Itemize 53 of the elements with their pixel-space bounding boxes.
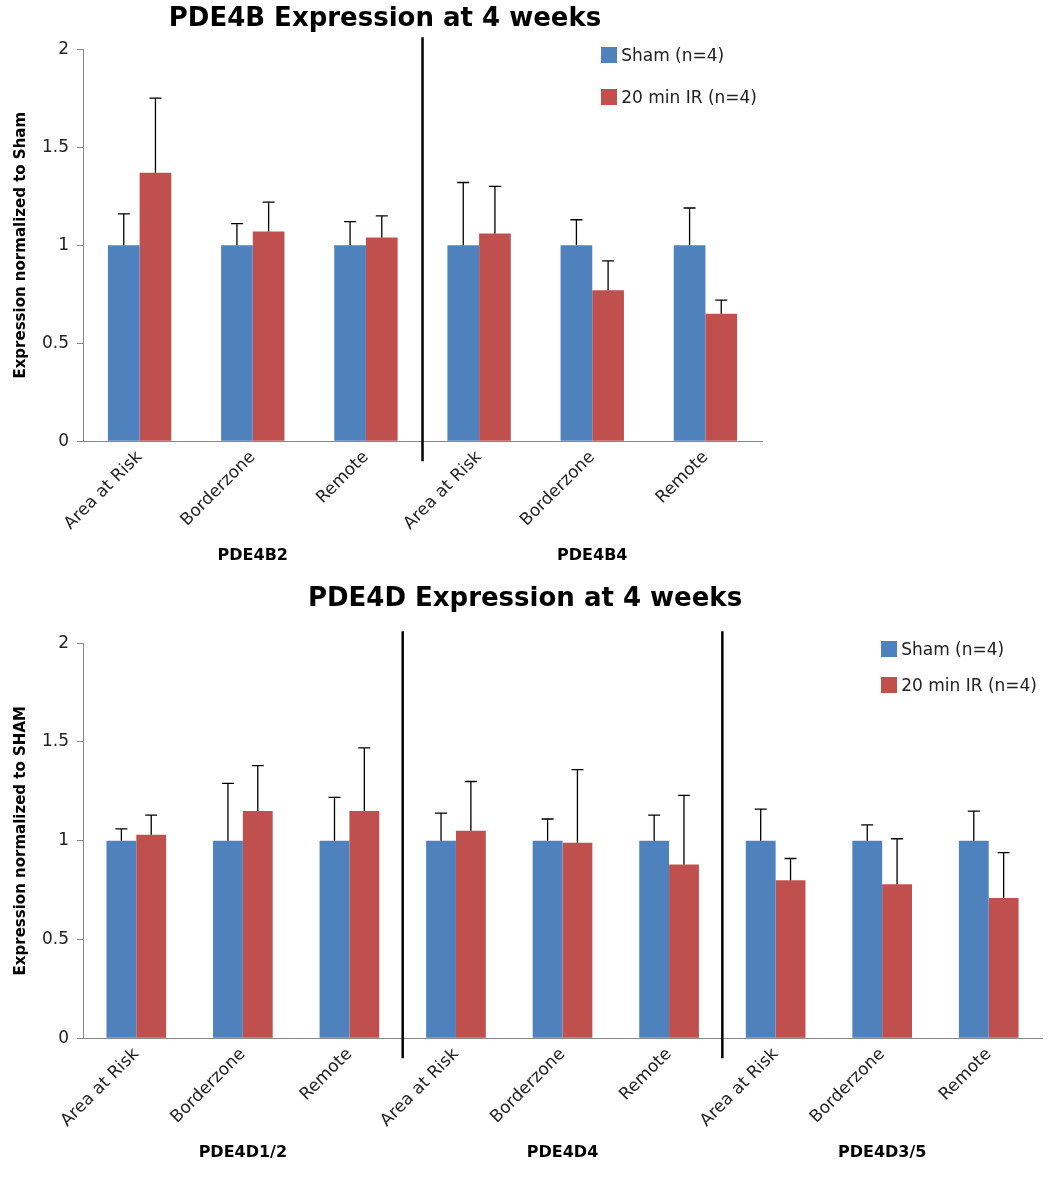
y-tick-label: 1 [58, 829, 70, 850]
bar [673, 245, 706, 441]
y-tick-label: 0.5 [41, 927, 70, 948]
bar [349, 811, 380, 1038]
bar [447, 245, 480, 441]
legend-label: 20 min IR (n=4) [901, 675, 1037, 696]
bar [639, 840, 670, 1038]
text: PDE4D3/5 [837, 1142, 927, 1162]
bar [213, 840, 243, 1038]
bar [560, 245, 593, 441]
y-tick-label: 0 [58, 1026, 70, 1047]
bar [592, 290, 624, 441]
bar [852, 840, 883, 1038]
y-tick-label: 2 [58, 631, 70, 652]
bar [532, 840, 563, 1038]
bar [426, 840, 456, 1038]
bar [479, 233, 511, 441]
bar [988, 898, 1019, 1038]
bar [221, 245, 253, 441]
text: PDE4B2 [217, 545, 288, 565]
bar [334, 245, 366, 441]
bar [745, 840, 776, 1038]
bar [139, 172, 172, 441]
bar [455, 830, 486, 1038]
bar [107, 245, 140, 441]
y-axis-title: Expression normalized to Sham [10, 111, 29, 379]
bar [319, 840, 350, 1038]
bar [775, 880, 806, 1038]
bar [136, 834, 167, 1038]
bar [106, 840, 137, 1038]
bar [242, 811, 273, 1038]
y-tick-label: 1 [58, 233, 70, 254]
y-tick-label: 1.5 [41, 730, 70, 751]
y-tick-label: 0 [58, 429, 70, 450]
legend-label: 20 min IR (n=4) [621, 87, 757, 108]
bar [562, 842, 593, 1038]
legend-label: Sham (n=4) [901, 639, 1005, 660]
bar [252, 231, 285, 441]
bar [669, 864, 699, 1038]
y-tick-label: 0.5 [41, 331, 70, 352]
bar [365, 237, 398, 441]
y-tick-label: 2 [58, 37, 70, 58]
bar [958, 840, 989, 1038]
chart-title: PDE4B Expression at 4 weeks [168, 2, 602, 33]
chart-title: PDE4D Expression at 4 weeks [307, 582, 743, 613]
legend-label: Sham (n=4) [621, 45, 725, 66]
text: PDE4D4 [526, 1142, 599, 1162]
y-tick-label: 1.5 [41, 135, 70, 156]
text: PDE4B4 [557, 545, 628, 565]
y-axis-title: Expression normalized to SHAM [10, 706, 29, 976]
bar [705, 313, 738, 441]
bar [882, 884, 913, 1038]
text: PDE4D1/2 [198, 1142, 288, 1162]
